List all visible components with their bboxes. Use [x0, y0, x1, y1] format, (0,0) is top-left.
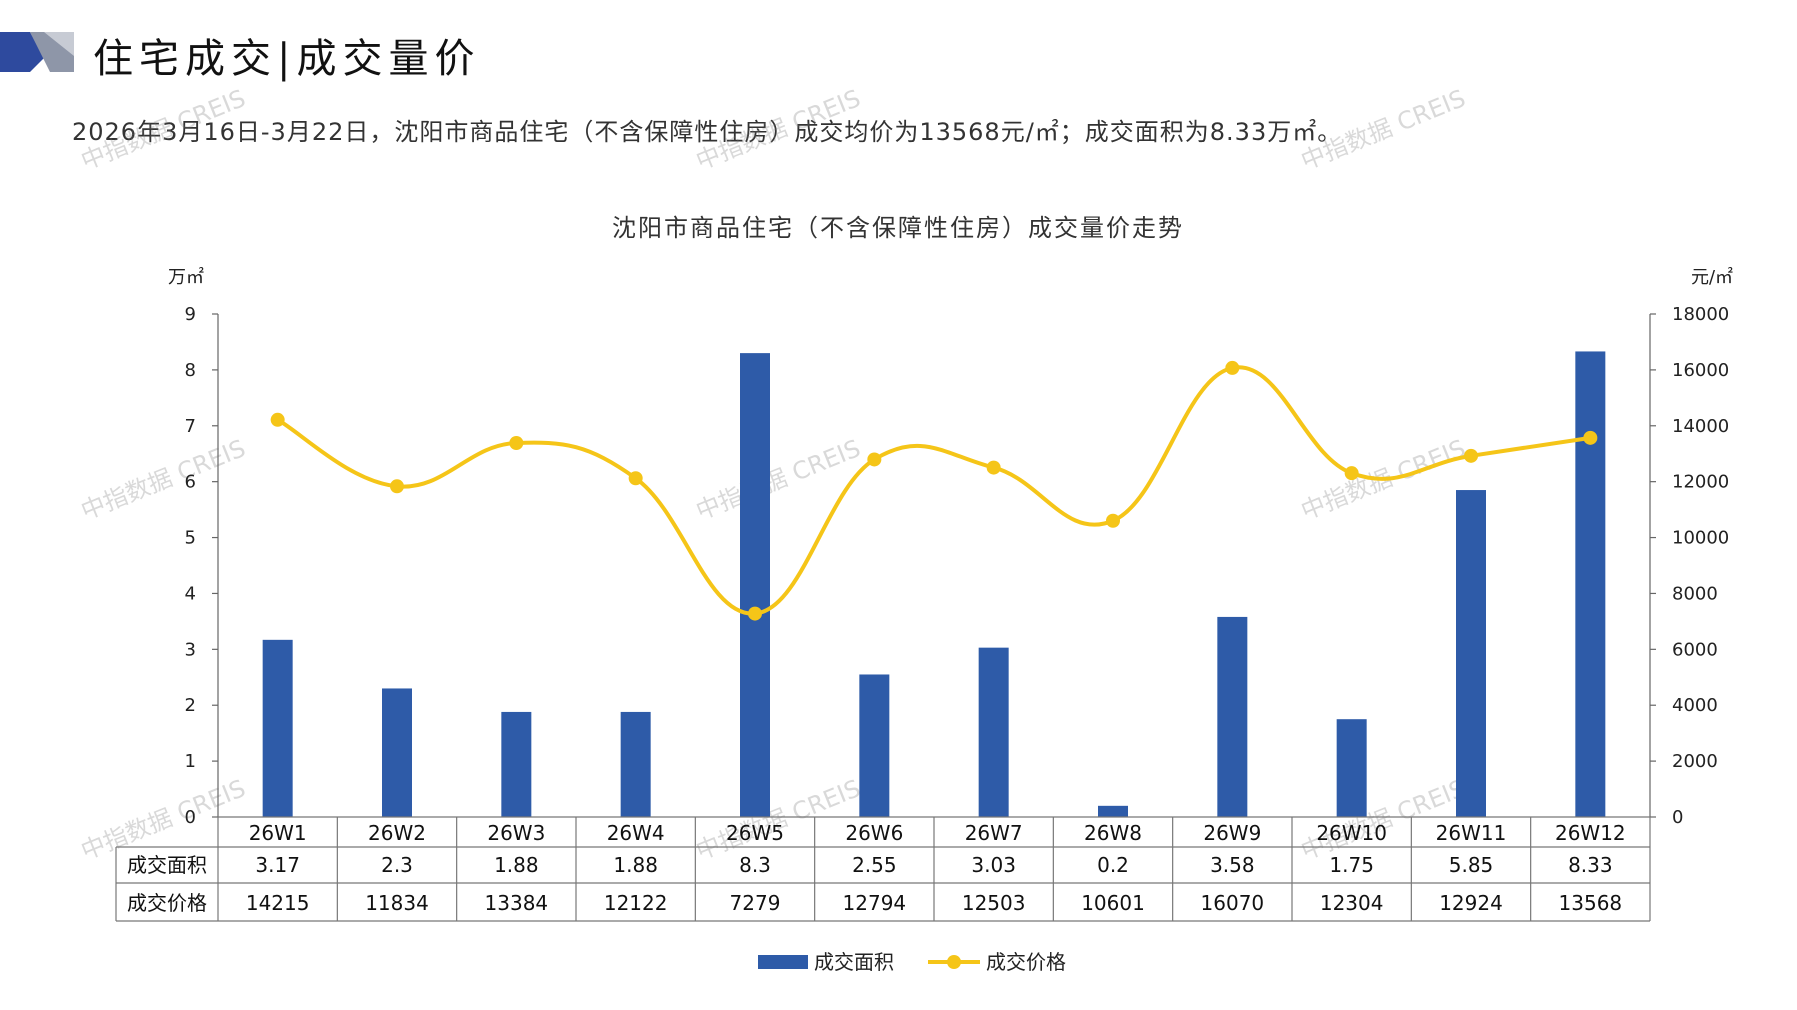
legend-area-label: 成交面积 — [814, 950, 894, 974]
legend-bar-swatch — [758, 955, 808, 969]
x-tick-label: 26W9 — [1203, 821, 1261, 845]
bar-26W12 — [1575, 351, 1606, 817]
bar-26W2 — [382, 688, 412, 817]
price-value-label: 12794 — [843, 891, 907, 915]
price-value-label: 11834 — [365, 891, 429, 915]
y-left-tick-label: 8 — [185, 360, 196, 381]
price-point-26W10 — [1344, 466, 1359, 481]
x-tick-label: 26W12 — [1555, 821, 1626, 845]
x-tick-label: 26W10 — [1316, 821, 1387, 845]
area-value-label: 1.75 — [1329, 853, 1374, 877]
bar-26W1 — [262, 639, 293, 817]
bar-26W11 — [1456, 490, 1486, 817]
y-left-tick-label: 1 — [185, 751, 196, 772]
price-point-26W8 — [1106, 513, 1120, 528]
table-row-label-area: 成交面积 — [127, 853, 207, 877]
x-tick-label: 26W3 — [487, 821, 545, 845]
area-value-label: 8.33 — [1568, 853, 1613, 877]
y-right-unit: 元/㎡ — [1691, 266, 1733, 288]
bar-26W5 — [740, 353, 770, 817]
x-tick-label: 26W7 — [965, 821, 1023, 845]
y-left-tick-label: 7 — [185, 416, 196, 437]
price-point-26W9 — [1225, 360, 1240, 375]
y-right-tick-label: 18000 — [1672, 304, 1729, 325]
y-left-tick-label: 5 — [185, 528, 196, 549]
price-point-26W2 — [390, 479, 404, 494]
price-line — [276, 365, 1591, 616]
bar-26W9 — [1217, 616, 1248, 817]
price-point-26W1 — [270, 412, 285, 427]
price-point-26W4 — [628, 471, 643, 486]
page-header: 住宅成交|成交量价 — [0, 20, 1797, 82]
y-right-tick-label: 12000 — [1672, 472, 1729, 493]
y-right-tick-label: 16000 — [1672, 360, 1729, 381]
price-value-label: 16070 — [1201, 891, 1265, 915]
y-right-tick-label: 2000 — [1672, 751, 1718, 772]
x-tick-label: 26W5 — [726, 821, 784, 845]
price-value-label: 12304 — [1320, 891, 1384, 915]
x-tick-label: 26W1 — [249, 821, 307, 845]
y-right-tick-label: 6000 — [1672, 639, 1718, 660]
table-row-label-price: 成交价格 — [127, 891, 207, 915]
bar-26W10 — [1336, 719, 1367, 817]
bar-26W6 — [859, 674, 890, 817]
area-value-label: 3.58 — [1210, 853, 1255, 877]
y-left-tick-label: 0 — [185, 807, 196, 828]
price-point-26W6 — [867, 452, 882, 467]
volume-price-chart: 沈阳市商品住宅（不含保障性住房）成交量价走势 万㎡ 元/㎡ 0 1 2 3 4 5 6 7 8 9… — [115, 214, 1733, 974]
legend-price-label: 成交价格 — [986, 950, 1066, 974]
price-point-26W11 — [1464, 448, 1478, 463]
area-value-label: 8.3 — [739, 853, 771, 877]
price-value-label: 13568 — [1559, 891, 1623, 915]
area-value-label: 5.85 — [1449, 853, 1494, 877]
y-left-tick-label: 6 — [185, 472, 196, 493]
area-value-label: 0.2 — [1097, 853, 1129, 877]
area-value-label: 3.17 — [255, 853, 300, 877]
y-right-tick-label: 14000 — [1672, 416, 1729, 437]
chart-title: 沈阳市商品住宅（不含保障性住房）成交量价走势 — [612, 214, 1184, 242]
price-point-26W12 — [1583, 430, 1598, 445]
y-left-tick-label: 4 — [185, 583, 196, 604]
y-left-tick-label: 3 — [185, 639, 196, 660]
price-value-label: 7279 — [730, 891, 781, 915]
area-value-label: 2.3 — [381, 853, 413, 877]
area-value-label: 3.03 — [971, 853, 1016, 877]
price-value-label: 14215 — [246, 891, 310, 915]
bar-26W4 — [620, 711, 651, 817]
price-value-label: 12503 — [962, 891, 1026, 915]
x-tick-label: 26W2 — [368, 821, 426, 845]
y-left-tick-label: 9 — [185, 304, 196, 325]
logo-icon — [0, 32, 74, 72]
price-value-label: 10601 — [1081, 891, 1145, 915]
price-point-26W7 — [986, 460, 1001, 475]
x-tick-label: 26W6 — [845, 821, 903, 845]
bar-26W7 — [978, 647, 1009, 817]
y-left-unit: 万㎡ — [168, 266, 204, 288]
price-value-label: 12924 — [1439, 891, 1503, 915]
area-value-label: 1.88 — [494, 853, 539, 877]
bar-26W8 — [1098, 805, 1128, 817]
price-point-26W5 — [748, 606, 762, 621]
x-tick-label: 26W8 — [1084, 821, 1142, 845]
y-left-tick-label: 2 — [185, 695, 196, 716]
x-tick-label: 26W11 — [1436, 821, 1507, 845]
bar-26W3 — [501, 711, 532, 817]
x-tick-label: 26W4 — [607, 821, 665, 845]
y-right-tick-label: 4000 — [1672, 695, 1718, 716]
price-value-label: 13384 — [485, 891, 549, 915]
page-title: 住宅成交|成交量价 — [93, 36, 481, 82]
price-point-26W3 — [509, 435, 524, 450]
legend-line-marker — [947, 955, 961, 969]
price-value-label: 12122 — [604, 891, 668, 915]
y-right-tick-label: 8000 — [1672, 583, 1718, 604]
summary-text: 2026年3月16日-3月22日，沈阳市商品住宅（不含保障性住房）成交均价为13… — [72, 118, 1343, 146]
y-right-tick-label: 10000 — [1672, 528, 1729, 549]
y-right-tick-label: 0 — [1672, 807, 1683, 828]
area-value-label: 1.88 — [613, 853, 658, 877]
area-value-label: 2.55 — [852, 853, 897, 877]
